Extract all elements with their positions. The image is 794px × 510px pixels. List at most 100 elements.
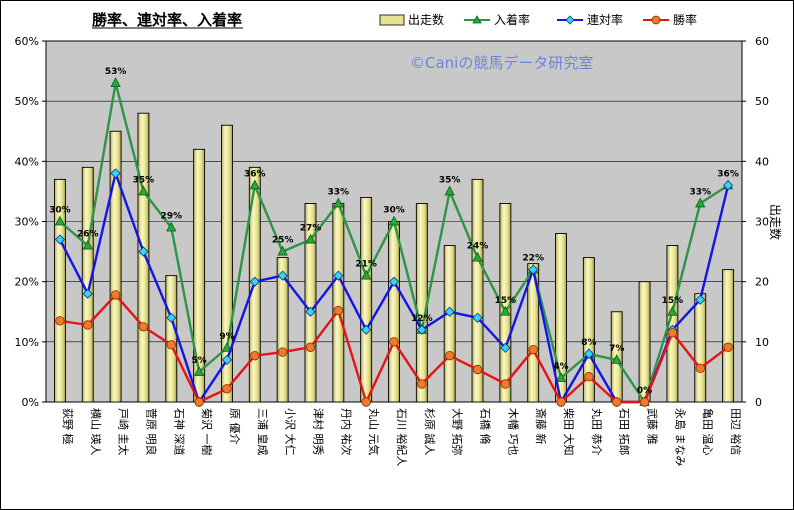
data-label: 35%	[133, 175, 155, 185]
point-marker	[305, 342, 316, 352]
category-label: 津村 明秀	[312, 408, 326, 456]
point-marker	[612, 397, 622, 407]
chart-title: 勝率、連対率、入着率	[92, 11, 242, 29]
bar	[722, 269, 735, 403]
y-right-tick-label: 30	[755, 216, 769, 229]
point-marker	[82, 288, 93, 299]
point-marker	[249, 276, 260, 287]
category-label: 杉原 誠人	[423, 408, 437, 456]
y-right-tick-label: 10	[755, 336, 769, 349]
category-label: 田辺 裕信	[729, 408, 742, 456]
y-right-tick-label: 0	[755, 396, 762, 409]
category-label: 横山 瑛人	[89, 408, 103, 456]
point-marker	[138, 185, 149, 196]
category-label: 菅原 明良	[144, 408, 158, 456]
data-label: 53%	[105, 67, 127, 77]
point-marker	[472, 251, 483, 262]
point-marker	[193, 366, 205, 376]
point-marker	[695, 197, 706, 208]
point-marker	[500, 342, 511, 353]
bar	[443, 245, 456, 403]
bar	[360, 196, 373, 403]
y-right-tick-label: 60	[755, 35, 769, 48]
category-label: 石田 拓郎	[618, 408, 632, 456]
point-marker	[277, 347, 288, 357]
y-left-tick-label: 10%	[15, 336, 39, 349]
point-marker	[166, 221, 177, 232]
point-marker	[333, 197, 344, 208]
y-left-tick-label: 60%	[15, 35, 39, 48]
bar	[165, 275, 178, 403]
bar	[137, 112, 150, 403]
point-marker	[166, 340, 176, 350]
category-label: 亀田 温心	[701, 408, 715, 456]
data-label: 9%	[219, 332, 234, 342]
point-marker	[138, 322, 149, 332]
category-label: 丸山 元気	[367, 408, 381, 456]
point-marker	[583, 348, 594, 359]
point-marker	[55, 316, 65, 326]
point-marker	[472, 312, 483, 323]
point-marker	[222, 384, 232, 394]
point-marker	[555, 372, 567, 382]
data-label: 30%	[49, 206, 71, 216]
y-axis-left: 0% 10% 20% 30% 40% 50% 60%	[15, 35, 46, 409]
category-label: 小沢 大仁	[284, 408, 298, 456]
y-axis-right-label: 出走数	[768, 204, 783, 240]
point-marker	[110, 168, 121, 179]
legend: 出走数 入着率 連対率 勝率	[379, 12, 697, 27]
point-marker	[110, 290, 121, 300]
data-label: 8%	[581, 338, 596, 348]
data-label: 25%	[272, 236, 294, 246]
legend-label-win: 勝率	[673, 12, 697, 27]
point-marker	[667, 305, 678, 316]
category-label: 武藤 雅	[646, 408, 660, 445]
category-label: 丹内 祐次	[339, 408, 353, 456]
y-right-tick-label: 50	[755, 95, 769, 108]
point-marker	[611, 354, 622, 364]
point-marker	[723, 342, 733, 352]
bar	[415, 202, 428, 403]
legend-swatch-runs	[379, 14, 405, 26]
point-marker	[250, 350, 260, 361]
point-marker	[639, 397, 650, 407]
bar	[471, 178, 484, 403]
point-marker	[416, 324, 427, 335]
data-label: 29%	[161, 212, 183, 222]
point-marker	[249, 179, 260, 190]
y-right-tick-label: 20	[755, 276, 769, 289]
legend-label-quinella: 連対率	[587, 12, 623, 27]
point-marker	[472, 364, 483, 375]
point-marker	[528, 264, 539, 275]
point-marker	[444, 185, 455, 196]
y-axis-right: 0 10 20 30 40 50 60	[742, 35, 769, 409]
data-label: 21%	[355, 260, 377, 270]
y-left-tick-label: 0%	[22, 396, 39, 409]
y-left-tick-label: 30%	[15, 216, 39, 229]
category-label: 木幡 巧也	[506, 408, 520, 456]
legend-marker-quinella	[565, 15, 575, 25]
data-label: 22%	[522, 254, 544, 264]
category-label: 永島 まなみ	[673, 408, 687, 467]
point-marker	[277, 270, 288, 281]
point-marker	[695, 294, 706, 305]
legend-label-place: 入着率	[494, 12, 530, 27]
category-label: 斎藤 新	[534, 408, 548, 445]
data-label: 5%	[191, 356, 206, 366]
point-marker	[194, 397, 204, 407]
data-label: 15%	[495, 296, 517, 306]
point-marker	[500, 379, 511, 389]
point-marker	[584, 372, 594, 382]
point-marker	[388, 276, 400, 287]
bar	[53, 178, 66, 403]
point-marker	[221, 354, 233, 365]
legend-marker-win	[651, 15, 661, 25]
point-marker	[54, 215, 66, 226]
category-label: 石神 深道	[172, 408, 186, 456]
bar	[332, 202, 345, 403]
point-marker	[82, 239, 93, 250]
data-label: 36%	[244, 169, 266, 179]
bar	[276, 257, 289, 403]
point-marker	[333, 270, 344, 281]
